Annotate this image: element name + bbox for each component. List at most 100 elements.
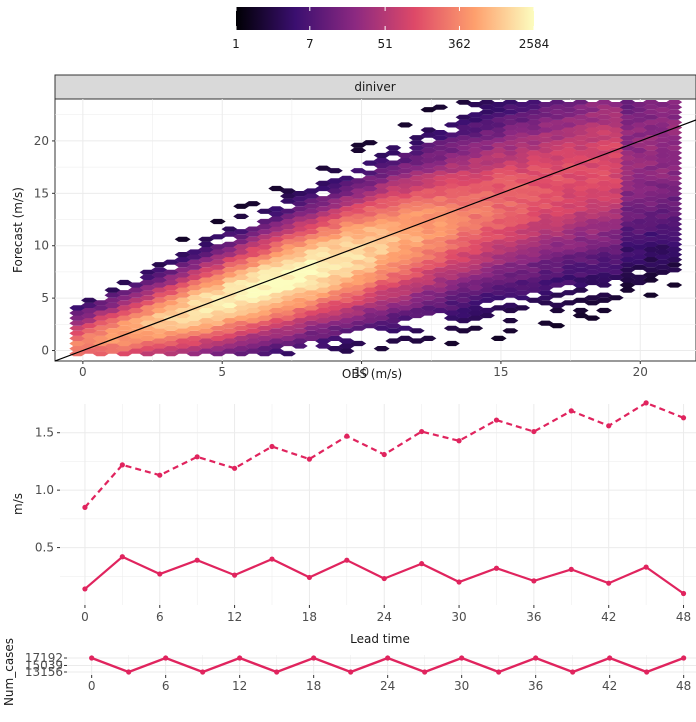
hex-bin — [151, 302, 168, 308]
hex-bin — [455, 100, 472, 105]
hex-bin — [373, 269, 390, 275]
hex-bin — [642, 216, 659, 222]
hex-bin — [443, 218, 460, 225]
hex-bin — [666, 221, 683, 227]
hex-bin — [596, 252, 612, 258]
hex-bin — [373, 295, 390, 301]
hex-bin — [408, 175, 425, 181]
hex-bin — [490, 198, 507, 204]
scatter-y-tick-label: 15 — [34, 186, 49, 200]
hex-bin — [280, 325, 296, 331]
hex-bin — [549, 114, 566, 120]
hex-bin — [326, 218, 343, 225]
hex-bin — [291, 282, 308, 288]
hex-bin — [362, 206, 378, 212]
hex-bin — [537, 193, 554, 199]
hex-bin — [631, 157, 648, 164]
hex-bin — [561, 178, 577, 184]
hex-bin — [619, 119, 636, 125]
hex-bin — [502, 252, 519, 258]
hex-bin — [654, 102, 671, 108]
hex-bin — [619, 160, 636, 166]
hex-bin — [315, 185, 332, 192]
hex-bin — [549, 201, 566, 207]
hex-bin — [268, 206, 285, 212]
hex-bin — [127, 318, 144, 324]
hex-bin — [525, 231, 542, 237]
hex-bin — [479, 241, 495, 247]
hex-bin — [502, 272, 519, 278]
hex-bin — [163, 269, 179, 275]
hex-bin — [350, 295, 367, 301]
hex-bin — [338, 313, 355, 319]
hex-bin — [127, 313, 144, 319]
hex-bin — [642, 236, 659, 242]
hex-bin — [654, 234, 671, 240]
hex-bin — [525, 119, 542, 125]
hex-bin — [502, 114, 519, 120]
hex-bin — [385, 267, 402, 273]
hex-bin — [139, 269, 156, 275]
hex-bin — [420, 183, 437, 189]
hex-bin — [619, 226, 636, 232]
hex-bin — [619, 124, 636, 131]
hex-bin — [584, 234, 601, 240]
hex-bin — [514, 249, 531, 255]
hex-bin — [455, 180, 472, 186]
hex-bin — [631, 203, 648, 209]
hex-bin — [537, 224, 554, 230]
hex-bin — [467, 198, 484, 204]
hex-bin — [163, 340, 179, 347]
hex-bin — [221, 226, 238, 232]
hex-bin — [385, 252, 402, 258]
hex-bin — [268, 241, 285, 247]
hex-bin — [525, 262, 542, 268]
hex-bin — [420, 274, 437, 280]
hex-bin — [596, 180, 612, 186]
hex-bin — [408, 206, 425, 212]
hex-bin — [502, 216, 519, 222]
hex-bin — [385, 241, 402, 247]
hex-bin — [479, 292, 495, 298]
scatter-x-tick-label: 5 — [218, 365, 226, 379]
hex-bin — [654, 157, 671, 164]
hex-bin — [338, 267, 355, 273]
hex-bin — [514, 107, 531, 113]
hex-bin — [163, 310, 179, 316]
hex-bin — [514, 295, 531, 301]
hex-bin — [467, 224, 484, 230]
hex-bin — [373, 168, 390, 174]
score-point — [381, 451, 387, 458]
hex-bin — [525, 185, 542, 192]
hex-bin — [467, 127, 484, 133]
hex-bin — [642, 262, 659, 268]
hex-bin — [502, 119, 519, 125]
hex-bin — [303, 193, 320, 199]
hex-bin — [198, 297, 214, 303]
hex-bin — [350, 188, 367, 194]
hex-bin — [525, 109, 542, 115]
hex-bin — [572, 262, 589, 268]
strip-background — [54, 74, 696, 100]
hex-bin — [291, 216, 308, 222]
hex-bin — [455, 221, 472, 227]
hex-bin — [596, 257, 612, 263]
hex-bin — [385, 160, 402, 166]
hex-bin — [209, 295, 226, 301]
hex-bin — [244, 257, 261, 263]
hex-bin — [443, 290, 460, 296]
hex-bin — [233, 274, 250, 280]
hex-bin — [642, 140, 659, 146]
hex-bin — [385, 175, 402, 181]
hex-bin — [362, 262, 378, 268]
hex-bin — [467, 193, 484, 199]
hex-bin — [455, 328, 472, 334]
hex-bin — [584, 137, 601, 143]
hex-bin — [443, 152, 460, 158]
hex-bin — [244, 262, 261, 268]
hex-bin — [420, 198, 437, 204]
hex-bin — [198, 348, 214, 354]
hex-bin — [408, 140, 425, 146]
hex-bin — [350, 305, 367, 311]
hex-bin — [537, 142, 554, 148]
